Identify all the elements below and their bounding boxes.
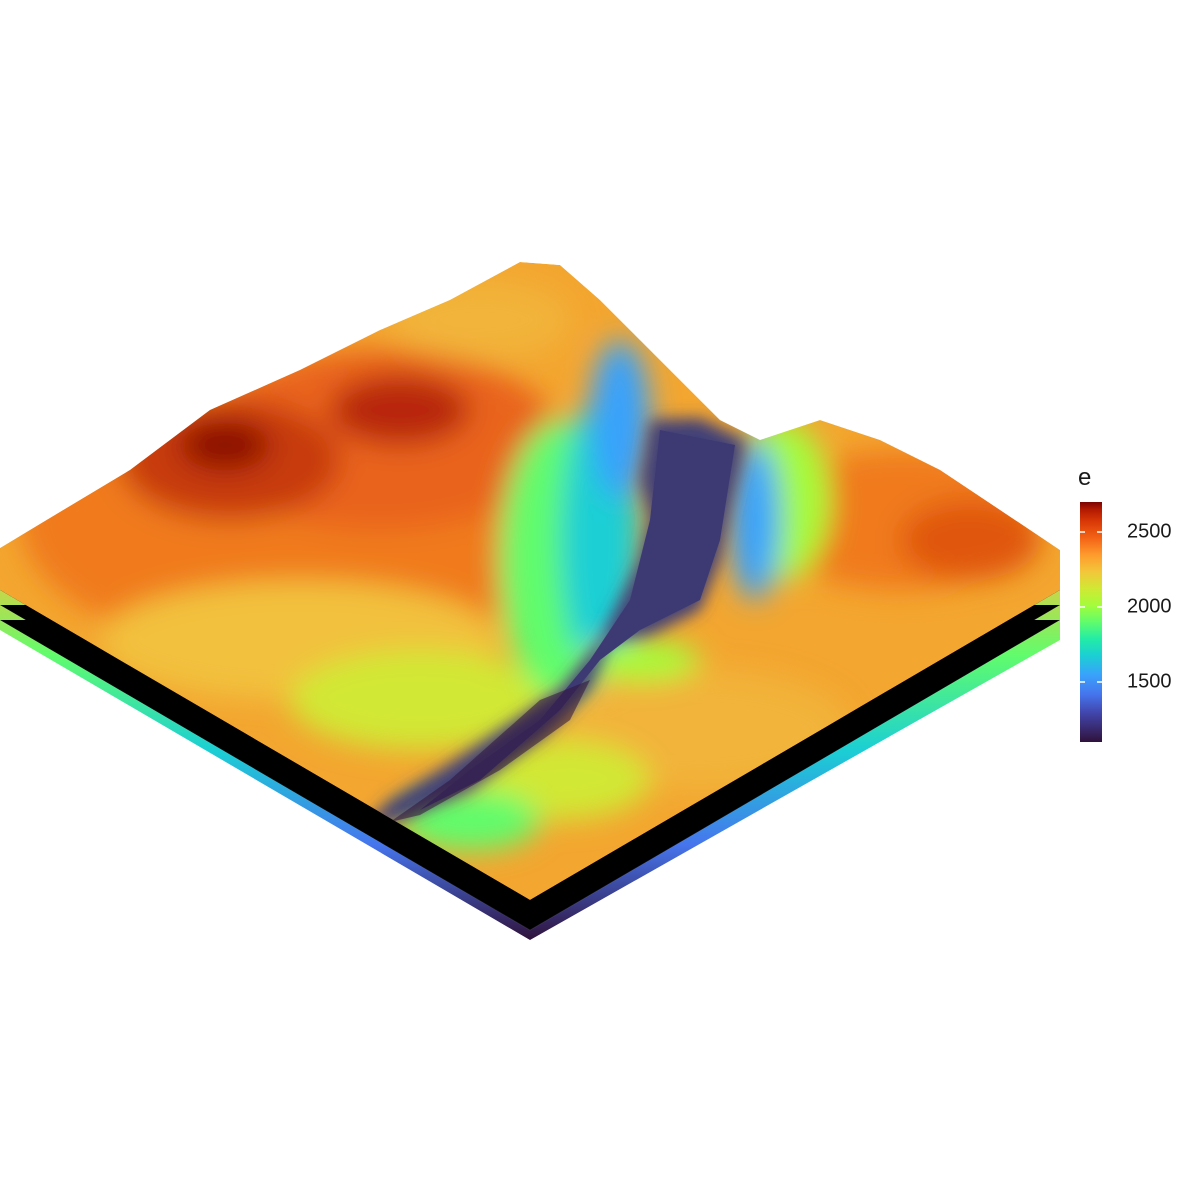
- legend-tick-label: 2500: [1127, 520, 1172, 543]
- terrain-surface: [0, 262, 1060, 900]
- legend-tick-label: 2000: [1127, 595, 1172, 618]
- legend-title: e: [1078, 464, 1092, 491]
- legend-colorbar: [1080, 502, 1102, 742]
- colorbar-legend: e 1500 2000 2500: [1060, 458, 1200, 758]
- legend-tick-label: 1500: [1127, 670, 1172, 693]
